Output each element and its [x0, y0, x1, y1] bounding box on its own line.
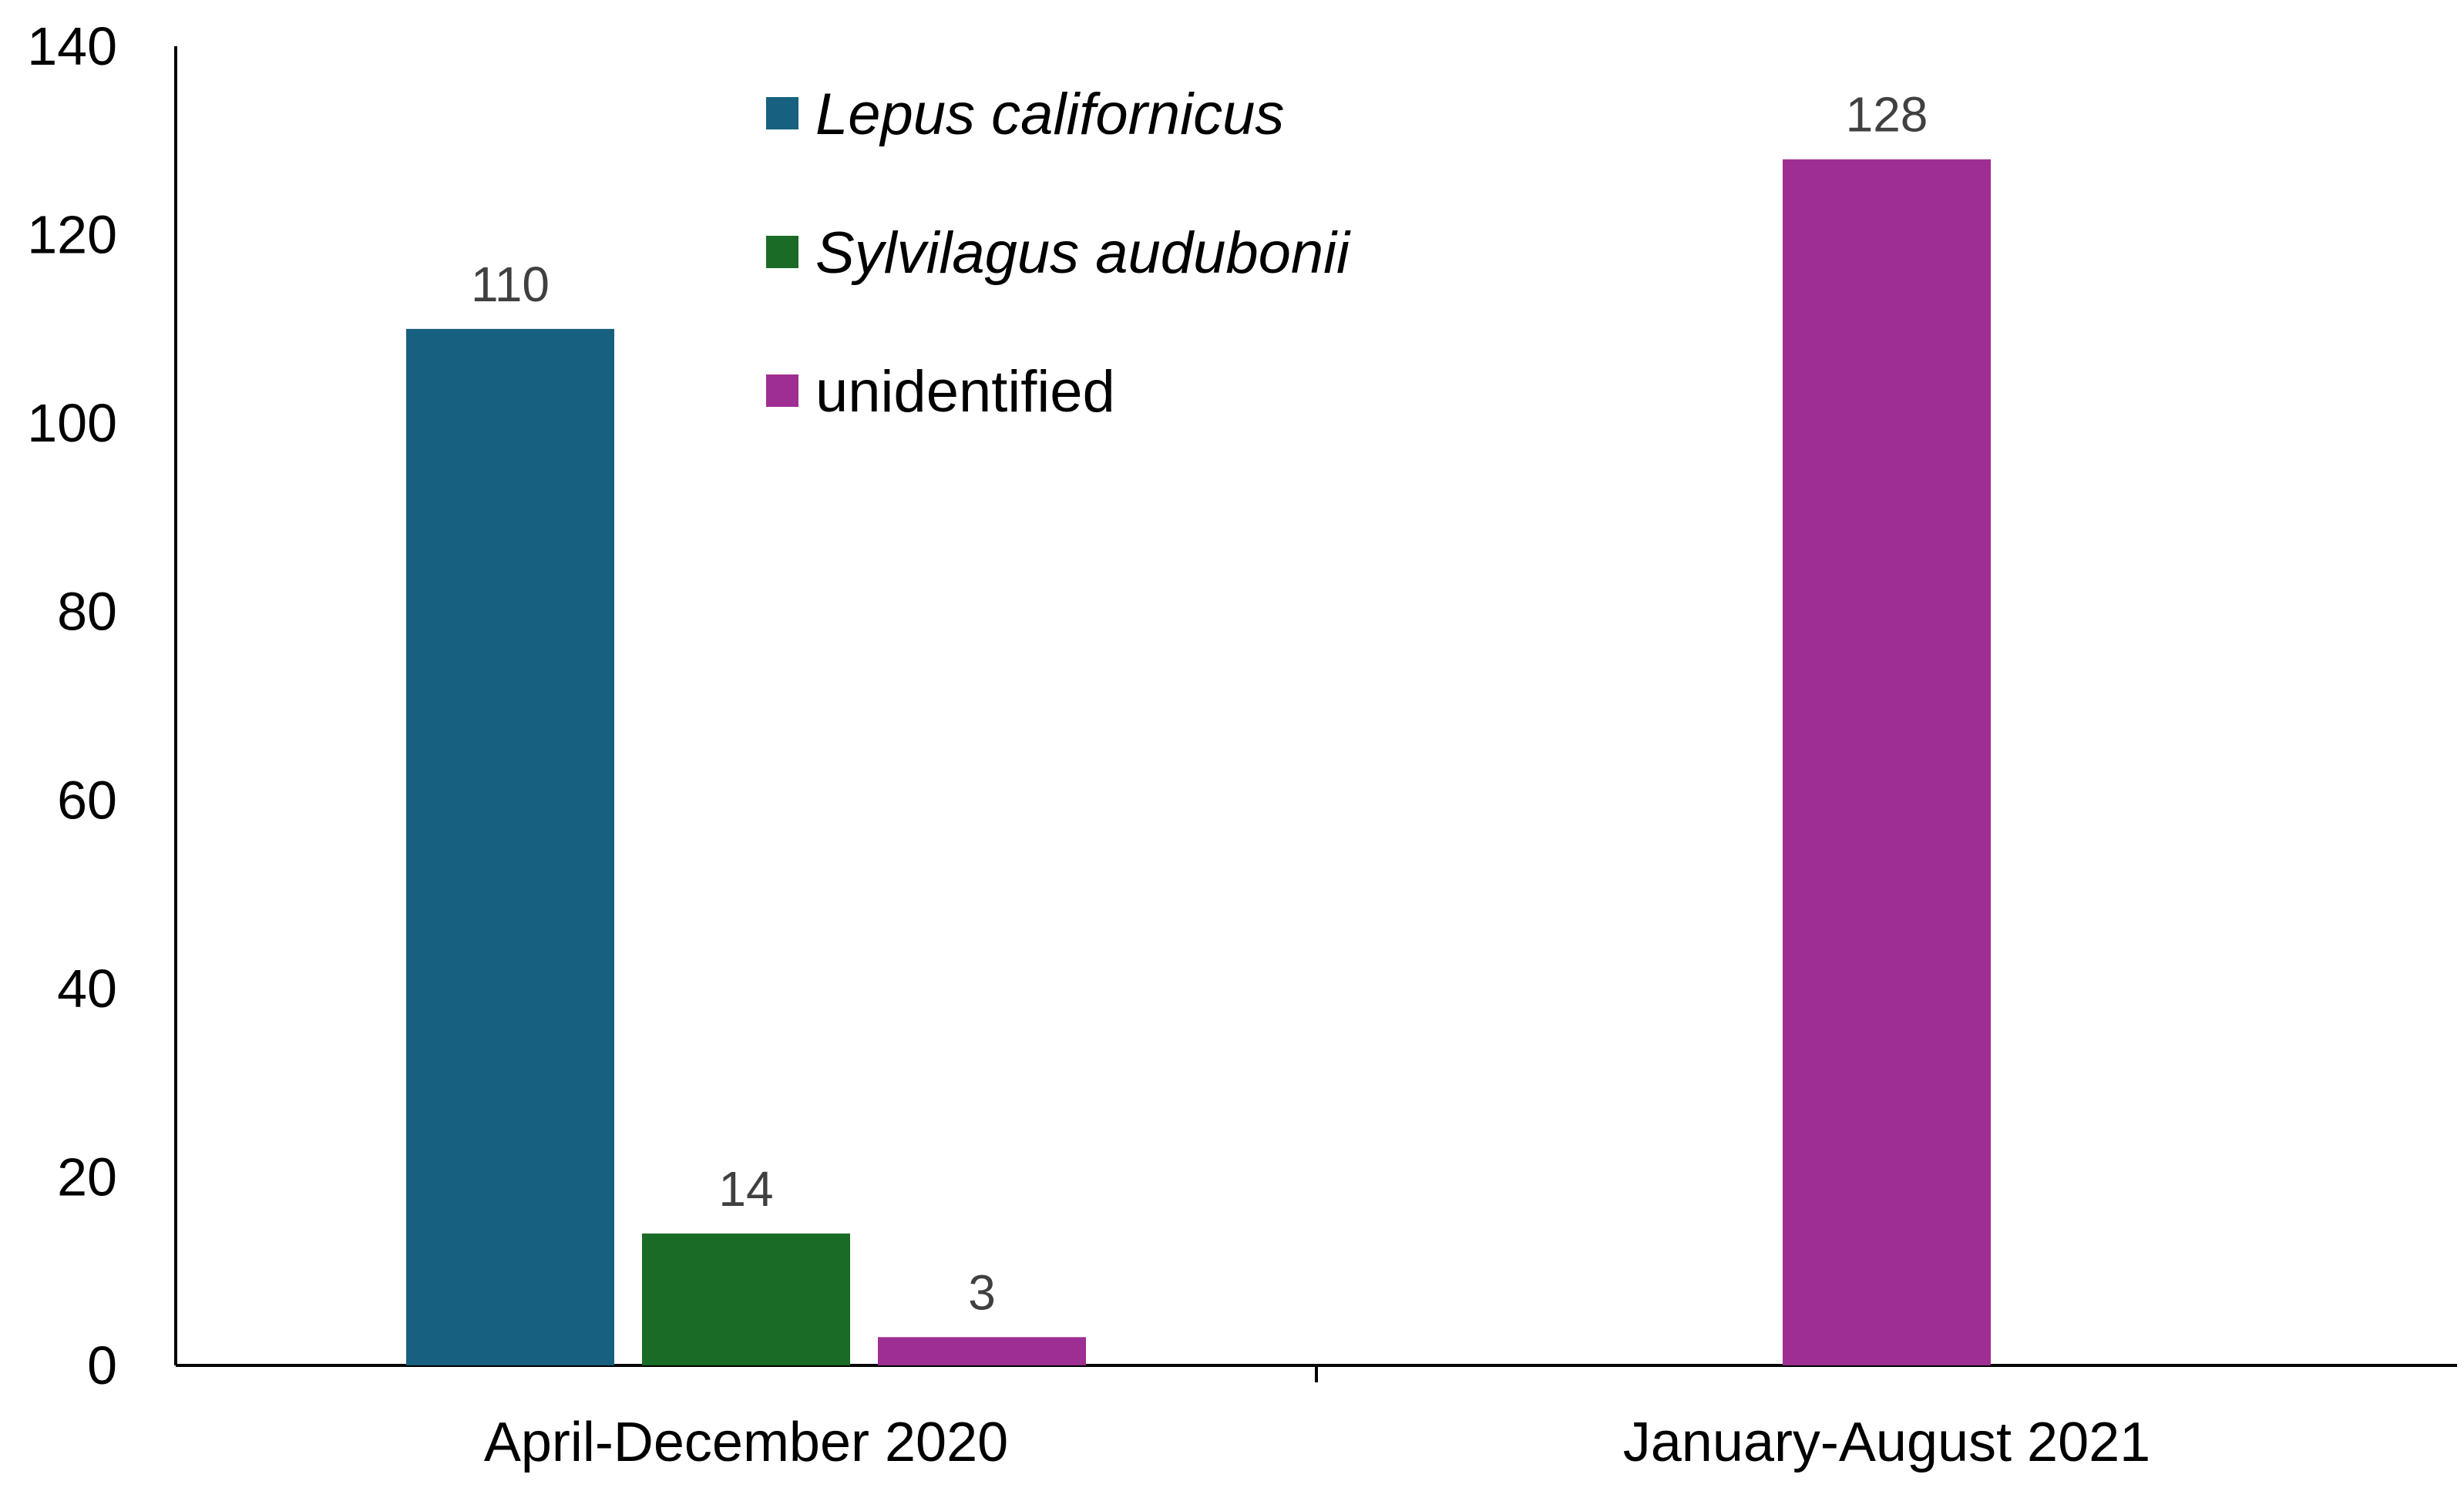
- legend-label: Lepus californicus: [815, 82, 1284, 147]
- bars: [406, 159, 1991, 1365]
- legend: Lepus californicus Sylvilagus audubonii un…: [766, 82, 1351, 425]
- bar: [406, 328, 614, 1365]
- legend-swatch: [766, 236, 798, 268]
- bar-value-label: 3: [968, 1264, 996, 1320]
- y-tick-label: 40: [57, 959, 117, 1019]
- bar: [878, 1337, 1086, 1365]
- legend-swatch: [766, 97, 798, 129]
- bar-value-label: 110: [471, 257, 550, 312]
- legend-label: unidentified: [815, 359, 1115, 425]
- bar-value-label: 14: [718, 1161, 773, 1217]
- x-category-label: January-August 2021: [1623, 1412, 2150, 1473]
- x-category-label: April-December 2020: [484, 1412, 1008, 1473]
- data-labels: 110 14 3 128: [471, 87, 1928, 1321]
- bar-value-label: 128: [1846, 87, 1928, 143]
- axes: 0 20 40 60 80 100 120 140 April-December 2020 Jan…: [27, 16, 2457, 1473]
- y-tick-label: 140: [27, 16, 117, 76]
- y-tick-label: 60: [57, 770, 117, 830]
- y-tick-label: 80: [57, 582, 117, 642]
- bar: [642, 1233, 850, 1365]
- y-tick-label: 120: [27, 205, 117, 265]
- legend-swatch: [766, 374, 798, 407]
- y-tick-label: 0: [87, 1335, 117, 1395]
- y-tick-label: 20: [57, 1147, 117, 1207]
- bar: [1783, 159, 1991, 1365]
- y-tick-label: 100: [27, 393, 117, 453]
- legend-label: Sylvilagus audubonii: [815, 220, 1351, 286]
